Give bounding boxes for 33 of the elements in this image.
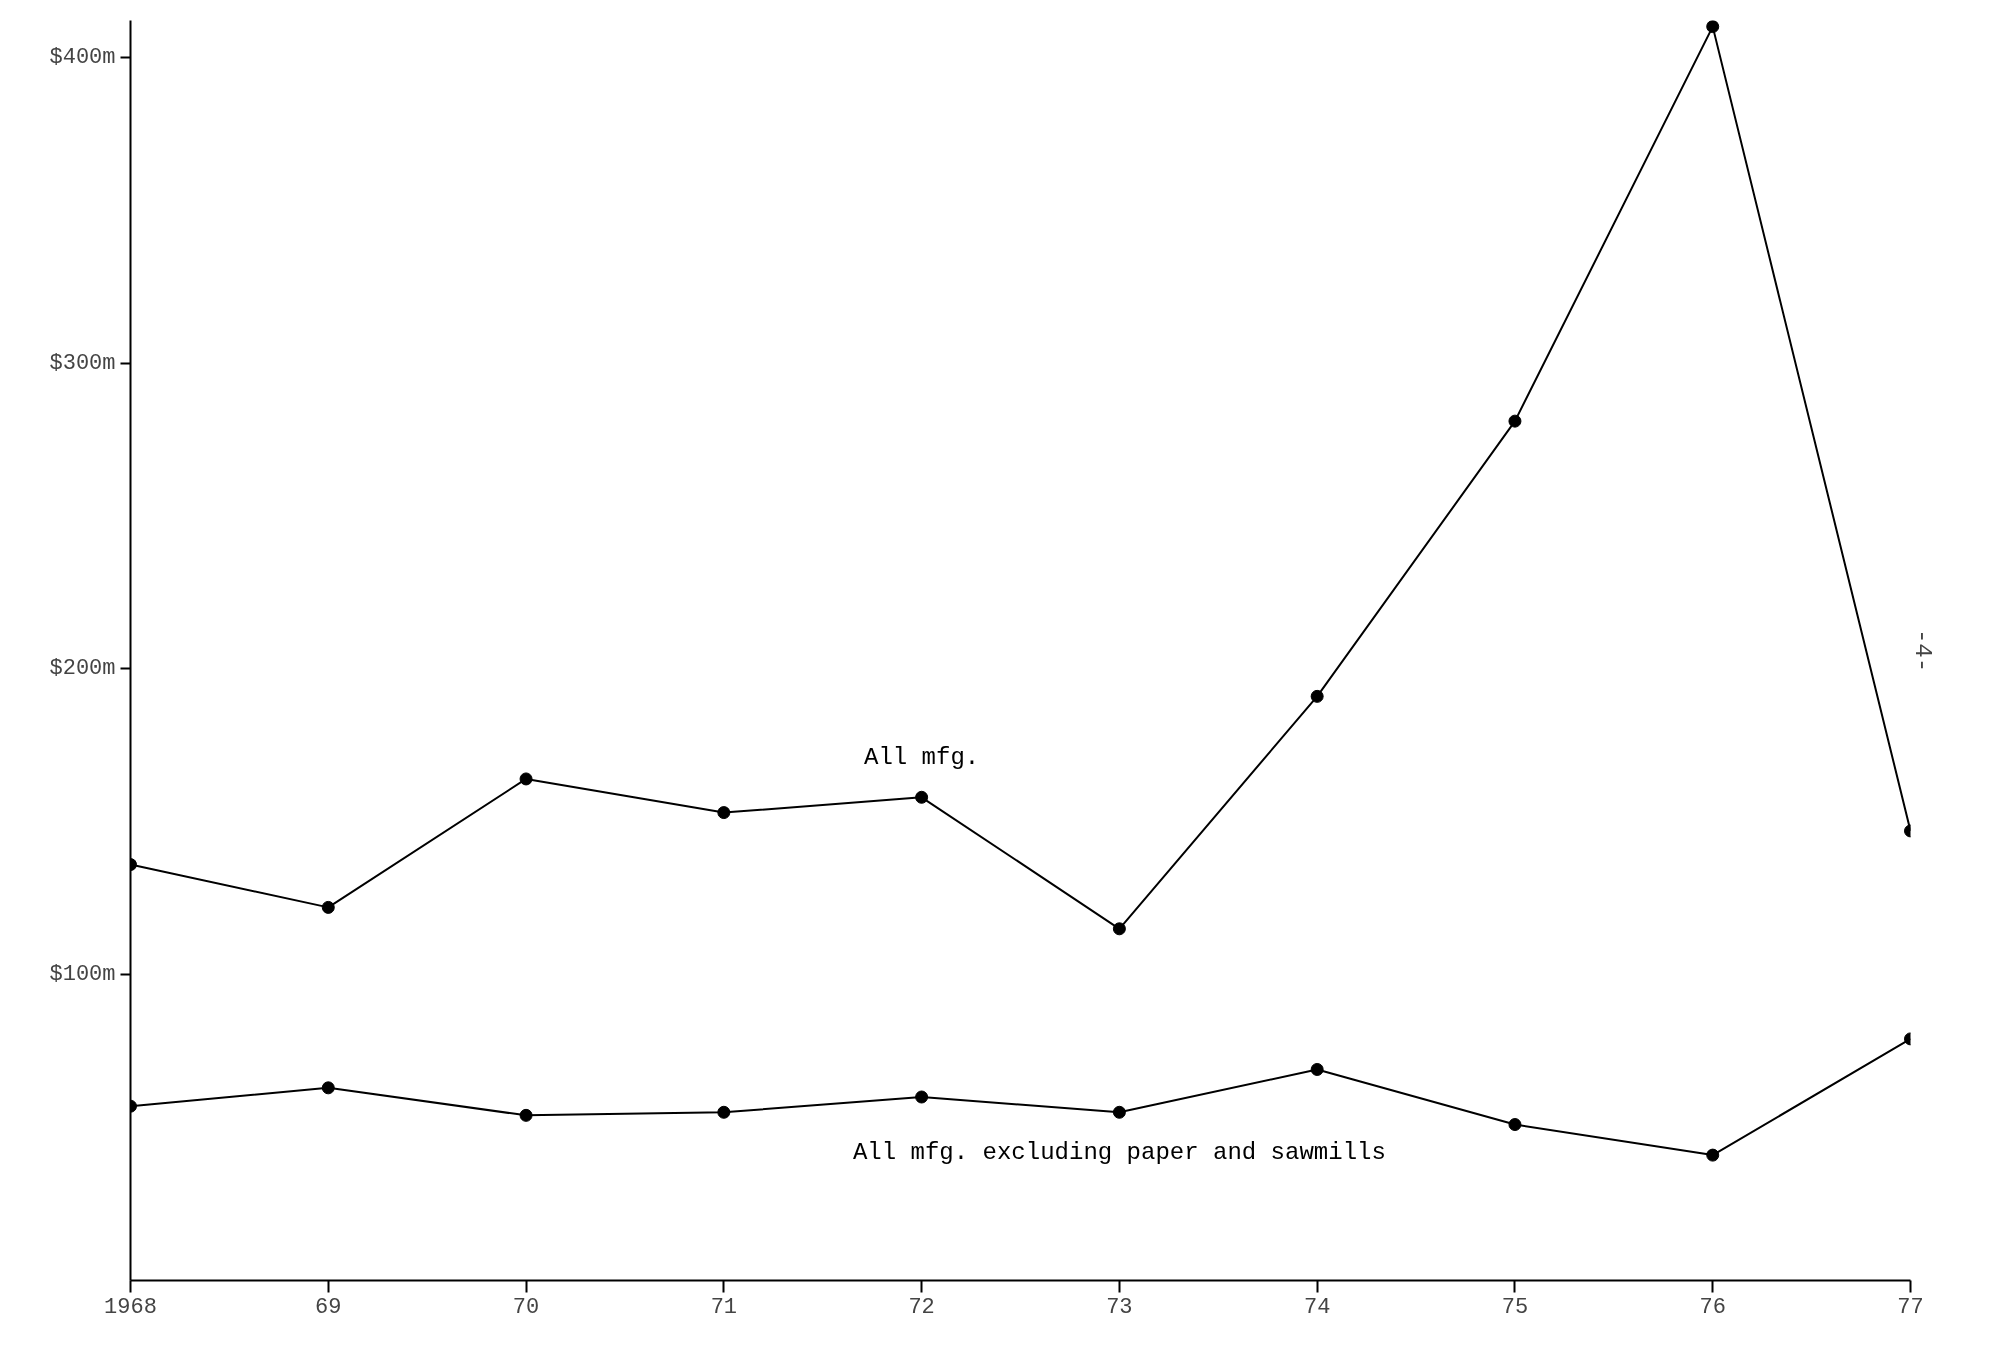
series-label: All mfg. bbox=[864, 743, 980, 771]
point bbox=[321, 1081, 335, 1095]
point bbox=[1706, 1148, 1720, 1162]
point bbox=[915, 1090, 929, 1104]
point bbox=[717, 1105, 731, 1119]
point bbox=[519, 1108, 533, 1122]
point bbox=[717, 806, 731, 820]
point bbox=[321, 900, 335, 914]
point bbox=[1310, 689, 1324, 703]
y-tick-label: $300m bbox=[49, 350, 116, 376]
point bbox=[1112, 1105, 1126, 1119]
x-tick-label: 77 bbox=[1897, 1294, 1924, 1320]
x-tick-label: 72 bbox=[908, 1294, 935, 1320]
point bbox=[1310, 1062, 1324, 1076]
x-tick-label: 76 bbox=[1699, 1294, 1726, 1320]
x-tick-label: 69 bbox=[315, 1294, 342, 1320]
x-tick-label: 74 bbox=[1303, 1294, 1331, 1320]
x-tick-label: 70 bbox=[512, 1294, 540, 1320]
series-label: All mfg. excluding paper and sawmills bbox=[852, 1138, 1386, 1166]
y-tick-label: $400m bbox=[49, 44, 116, 70]
x-tick-label: 1968 bbox=[104, 1294, 157, 1320]
point bbox=[519, 772, 533, 786]
point bbox=[1508, 414, 1522, 428]
point bbox=[1112, 922, 1126, 936]
x-tick-label: 71 bbox=[710, 1294, 738, 1320]
point bbox=[915, 790, 929, 804]
y-tick-label: $100m bbox=[49, 962, 116, 988]
point bbox=[1706, 20, 1720, 34]
y-tick-label: $200m bbox=[49, 656, 116, 682]
x-tick-label: 73 bbox=[1106, 1294, 1133, 1320]
x-tick-label: 75 bbox=[1501, 1294, 1529, 1320]
point bbox=[1508, 1118, 1522, 1132]
annotation: -4- bbox=[1908, 628, 1936, 673]
